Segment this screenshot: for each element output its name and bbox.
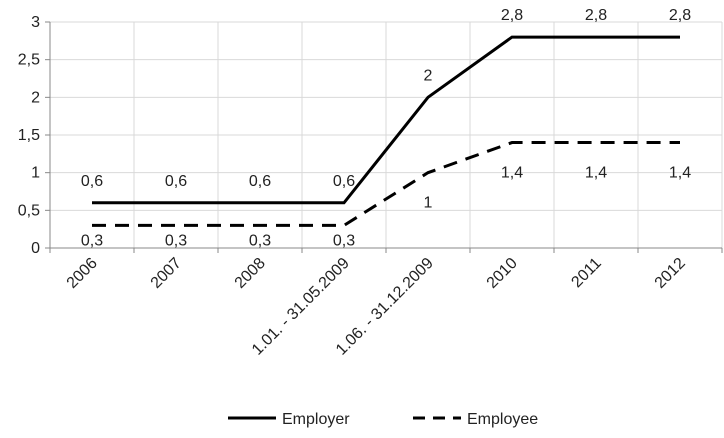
data-label-employee-7: 1,4 [669, 165, 691, 182]
data-label-employee-1: 0,3 [165, 232, 187, 249]
y-tick-label-2: 1 [31, 165, 40, 182]
data-label-employee-6: 1,4 [585, 165, 607, 182]
axes [45, 22, 722, 253]
legend-label-employer: Employer [282, 411, 350, 428]
y-tick-label-6: 3 [31, 14, 40, 31]
data-label-employer-4: 2 [424, 67, 433, 84]
data-label-employer-5: 2,8 [501, 7, 523, 24]
x-tick-label-7: 2012 [652, 255, 689, 292]
data-label-employee-4: 1 [424, 195, 433, 212]
x-tick-label-1: 2007 [148, 255, 185, 292]
y-axis-ticks: 0 0,5 1 1,5 2 2,5 3 [18, 14, 40, 257]
legend-label-employee: Employee [467, 411, 538, 428]
legend: Employer Employee [228, 411, 538, 428]
data-label-employer-3: 0,6 [333, 173, 355, 190]
x-tick-label-0: 2006 [64, 255, 101, 292]
data-label-employee-3: 0,3 [333, 232, 355, 249]
data-label-employer-1: 0,6 [165, 173, 187, 190]
data-label-employee-2: 0,3 [249, 232, 271, 249]
data-label-employer-6: 2,8 [585, 7, 607, 24]
x-tick-label-5: 2010 [484, 255, 521, 292]
data-label-employer-2: 0,6 [249, 173, 271, 190]
y-tick-label-4: 2 [31, 89, 40, 106]
y-tick-label-5: 2,5 [18, 52, 40, 69]
y-tick-label-3: 1,5 [18, 127, 40, 144]
y-tick-label-1: 0,5 [18, 202, 40, 219]
data-label-employee-0: 0,3 [81, 232, 103, 249]
x-tick-label-2: 2008 [232, 255, 269, 292]
data-label-employee-5: 1,4 [501, 165, 523, 182]
data-label-employer-0: 0,6 [81, 173, 103, 190]
data-label-employer-7: 2,8 [669, 7, 691, 24]
gridlines [50, 22, 722, 248]
y-tick-label-0: 0 [31, 240, 40, 257]
x-tick-label-6: 2011 [568, 255, 604, 291]
